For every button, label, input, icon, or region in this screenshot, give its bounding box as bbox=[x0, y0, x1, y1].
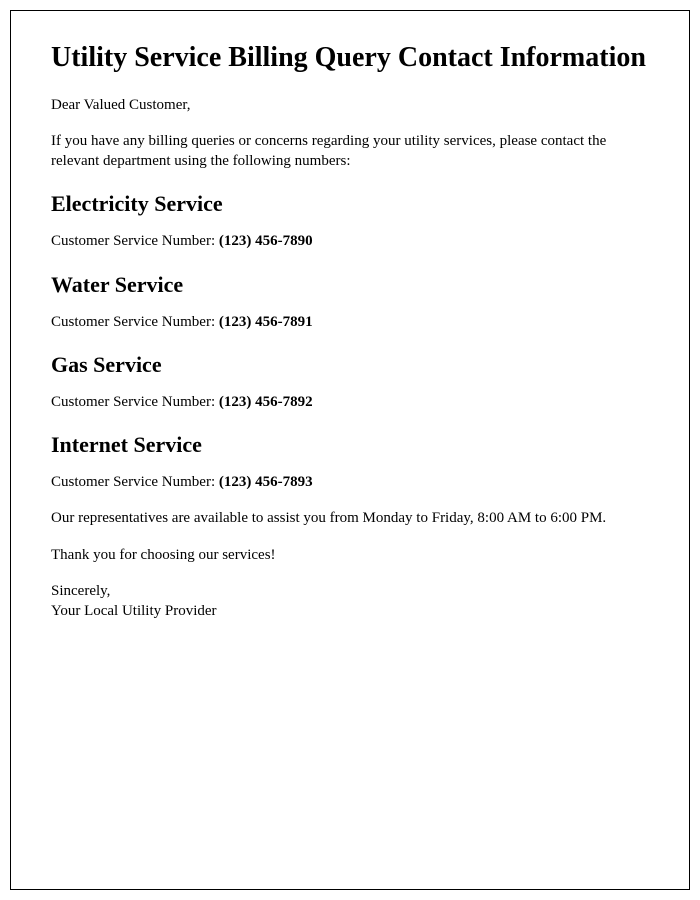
service-label: Customer Service Number: bbox=[51, 474, 219, 490]
service-number: (123) 456-7892 bbox=[219, 394, 313, 410]
service-label: Customer Service Number: bbox=[51, 233, 219, 249]
service-label: Customer Service Number: bbox=[51, 314, 219, 330]
service-heading-internet: Internet Service bbox=[51, 432, 649, 458]
service-number: (123) 456-7891 bbox=[219, 314, 313, 330]
intro-paragraph: If you have any billing queries or conce… bbox=[51, 131, 649, 172]
service-heading-water: Water Service bbox=[51, 272, 649, 298]
service-label: Customer Service Number: bbox=[51, 394, 219, 410]
service-number: (123) 456-7890 bbox=[219, 233, 313, 249]
service-line-water: Customer Service Number: (123) 456-7891 bbox=[51, 312, 649, 332]
document-page: Utility Service Billing Query Contact In… bbox=[10, 10, 690, 890]
thanks-paragraph: Thank you for choosing our services! bbox=[51, 545, 649, 565]
service-line-internet: Customer Service Number: (123) 456-7893 bbox=[51, 472, 649, 492]
service-number: (123) 456-7893 bbox=[219, 474, 313, 490]
service-heading-electricity: Electricity Service bbox=[51, 191, 649, 217]
signoff-line-2: Your Local Utility Provider bbox=[51, 601, 649, 621]
signoff-line-1: Sincerely, bbox=[51, 581, 649, 601]
page-title: Utility Service Billing Query Contact In… bbox=[51, 41, 649, 75]
hours-paragraph: Our representatives are available to ass… bbox=[51, 508, 649, 528]
service-line-electricity: Customer Service Number: (123) 456-7890 bbox=[51, 231, 649, 251]
service-line-gas: Customer Service Number: (123) 456-7892 bbox=[51, 392, 649, 412]
greeting: Dear Valued Customer, bbox=[51, 95, 649, 115]
service-heading-gas: Gas Service bbox=[51, 352, 649, 378]
